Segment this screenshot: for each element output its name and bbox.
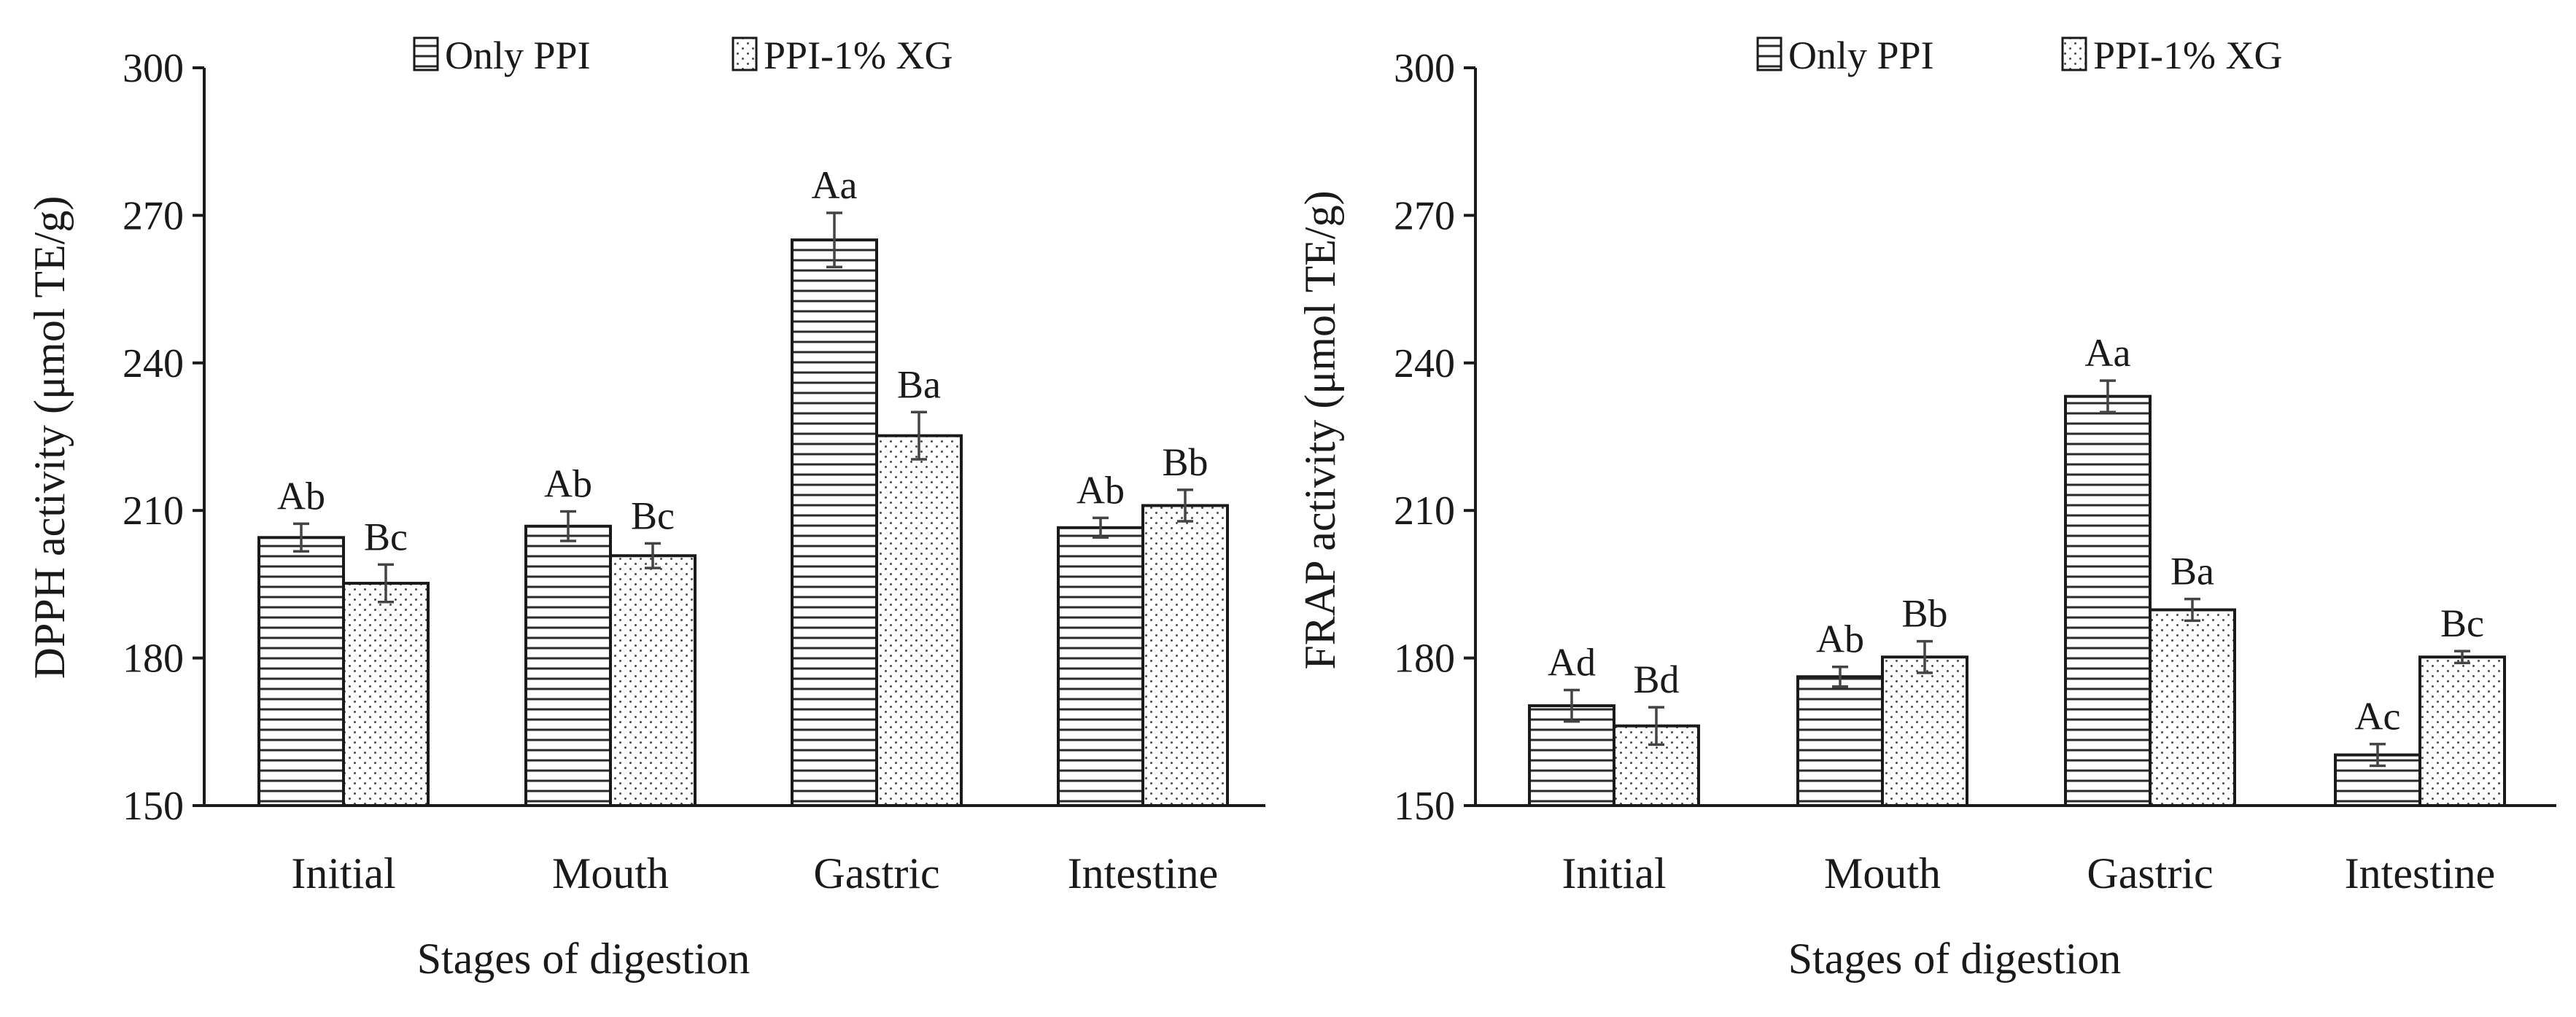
bar <box>2418 655 2506 807</box>
y-tick-label: 300 <box>123 46 184 91</box>
x-category-label: Initial <box>1561 849 1666 897</box>
bar <box>609 554 697 807</box>
x-category-labels: Initial Mouth Gastric Intestine <box>1561 849 2495 897</box>
y-ticks: 150 180 210 240 270 300 <box>1394 46 1475 829</box>
legend-label-ppi-xg: PPI-1% XG <box>2093 34 2283 77</box>
x-category-label: Initial <box>291 849 395 897</box>
y-tick-label: 150 <box>1394 784 1455 829</box>
significance-label: Bd <box>1633 658 1679 701</box>
legend-label-only-ppi: Only PPI <box>445 34 591 77</box>
significance-label: Ba <box>2170 550 2214 593</box>
x-axis-title: Stages of digestion <box>1788 935 2122 983</box>
bar <box>342 582 430 807</box>
bars: Ad Ab Aa Ac Bd Bb Ba Bc <box>1528 331 2506 807</box>
y-ticks: 150 180 210 240 270 300 <box>123 46 204 829</box>
significance-label: Ac <box>2355 695 2401 739</box>
x-category-label: Intestine <box>2345 849 2496 897</box>
significance-label: Ab <box>544 462 592 506</box>
bar <box>875 434 963 808</box>
y-tick-label: 240 <box>123 341 184 386</box>
y-tick-label: 240 <box>1394 341 1455 386</box>
bar <box>1796 675 1884 807</box>
x-category-label: Mouth <box>1824 849 1941 897</box>
bar <box>2149 608 2236 807</box>
x-category-label: Mouth <box>552 849 669 897</box>
legend-swatch-ppi-xg <box>2061 36 2087 71</box>
significance-label: Bb <box>1162 440 1208 484</box>
bar <box>1057 526 1144 808</box>
y-tick-label: 270 <box>123 193 184 238</box>
y-axis: 150 180 210 240 270 300 FRAP activity (μmol T… <box>1296 46 1477 829</box>
x-category-label: Gastric <box>813 849 939 897</box>
bar <box>257 536 345 807</box>
y-tick-label: 180 <box>1394 636 1455 682</box>
bar <box>524 524 612 807</box>
legend-swatch-only-ppi <box>413 36 439 71</box>
y-tick-label: 180 <box>123 636 184 682</box>
significance-label: Ab <box>1816 617 1864 661</box>
bar <box>2064 394 2152 807</box>
y-tick-label: 270 <box>1394 193 1455 238</box>
significance-label: Ad <box>1548 640 1596 684</box>
x-axis-title: Stages of digestion <box>417 935 750 983</box>
x-category-label: Gastric <box>2087 849 2213 897</box>
legend-label-only-ppi: Only PPI <box>1788 34 1934 77</box>
y-axis-title: FRAP activity (μmol TE/g) <box>1296 190 1344 669</box>
y-tick-label: 150 <box>123 784 184 829</box>
bar <box>1141 504 1229 807</box>
bar <box>791 238 878 807</box>
legend: Only PPI PPI-1% XG <box>1756 34 2283 77</box>
significance-label: Ab <box>277 474 325 518</box>
y-axis: 150 180 210 240 270 300 DPPH activity (μmol T… <box>26 46 206 829</box>
bars: Ab Ab Aa Ab Bc Bc Ba Bb <box>257 163 1229 808</box>
frap-panel: Only PPI PPI-1% XG 150 180 210 240 270 300 FR… <box>1296 34 2556 983</box>
legend-label-ppi-xg: PPI-1% XG <box>764 34 953 77</box>
x-category-label: Intestine <box>1068 849 1219 897</box>
significance-label: Aa <box>2085 331 2131 375</box>
legend-swatch-ppi-xg <box>732 36 758 71</box>
significance-label: Bb <box>1901 592 1947 636</box>
significance-label: Bc <box>364 515 408 558</box>
legend: Only PPI PPI-1% XG <box>413 34 953 77</box>
significance-label: Bc <box>631 494 675 537</box>
dpph-panel: Only PPI PPI-1% XG 150 180 210 240 270 300 DP… <box>26 34 1265 983</box>
legend-swatch-only-ppi <box>1756 36 1782 71</box>
significance-label: Ab <box>1076 468 1125 512</box>
significance-label: Ba <box>897 362 941 406</box>
bar <box>1881 655 1968 807</box>
significance-label: Bc <box>2440 601 2484 645</box>
y-tick-label: 300 <box>1394 46 1455 91</box>
y-axis-title: DPPH activity (μmol TE/g) <box>26 196 74 679</box>
y-tick-label: 210 <box>1394 488 1455 534</box>
significance-label: Aa <box>812 163 858 207</box>
x-category-labels: Initial Mouth Gastric Intestine <box>291 849 1218 897</box>
y-tick-label: 210 <box>123 488 184 534</box>
